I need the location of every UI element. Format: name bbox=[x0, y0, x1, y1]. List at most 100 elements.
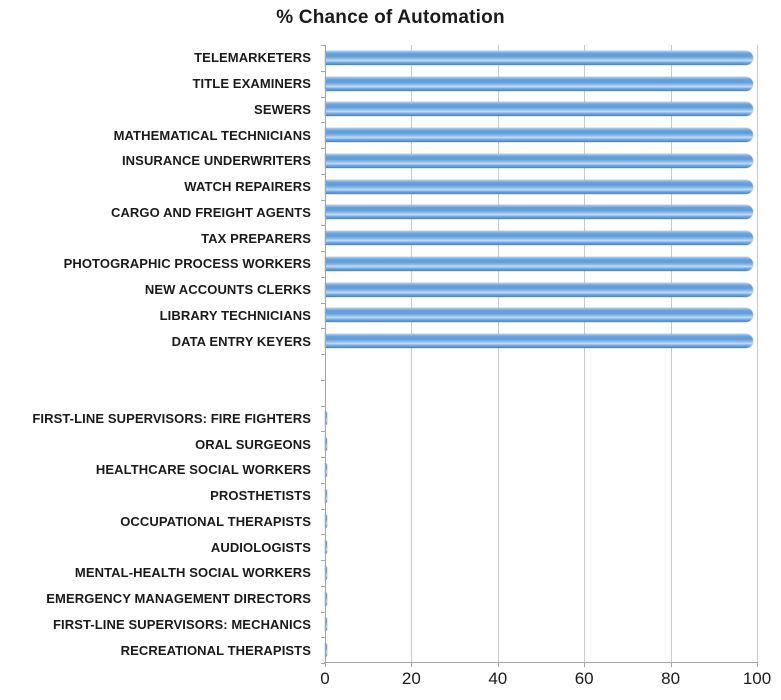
category-label: TELEMARKETERS bbox=[194, 50, 311, 66]
y-axis-tick bbox=[321, 406, 325, 407]
y-axis-tick bbox=[321, 354, 325, 355]
bar-watch-repairers bbox=[325, 179, 753, 194]
y-axis-tick bbox=[321, 560, 325, 561]
bar-row bbox=[325, 457, 757, 483]
bar-row bbox=[325, 251, 757, 277]
bar-occupational-therapists bbox=[325, 514, 327, 529]
category-label: PROSTHETISTS bbox=[210, 488, 311, 504]
y-axis-tick bbox=[321, 277, 325, 278]
bar-row bbox=[325, 303, 757, 329]
bar-row bbox=[325, 560, 757, 586]
bar-row bbox=[325, 406, 757, 432]
category-label: ORAL SURGEONS bbox=[195, 436, 311, 452]
category-label: MENTAL-HEALTH SOCIAL WORKERS bbox=[74, 565, 311, 581]
x-axis-line bbox=[324, 662, 758, 663]
bar-row bbox=[325, 637, 757, 663]
plot-area bbox=[321, 45, 758, 667]
category-label: FIRST-LINE SUPERVISORS: MECHANICS bbox=[52, 616, 311, 632]
y-axis-tick bbox=[321, 303, 325, 304]
y-axis-tick bbox=[321, 612, 325, 613]
category-label: EMERGENCY MANAGEMENT DIRECTORS bbox=[46, 591, 311, 607]
bar-healthcare-social-workers bbox=[325, 462, 327, 477]
gridline-20 bbox=[411, 45, 413, 663]
bar-row bbox=[325, 225, 757, 251]
gridline-100 bbox=[757, 45, 758, 663]
x-tick-label-80: 80 bbox=[661, 669, 681, 688]
category-label: DATA ENTRY KEYERS bbox=[171, 333, 311, 349]
category-label: FIRST-LINE SUPERVISORS: FIRE FIGHTERS bbox=[32, 410, 311, 426]
y-axis-tick bbox=[321, 457, 325, 458]
y-axis-tick bbox=[321, 122, 325, 123]
y-axis-tick bbox=[321, 380, 325, 381]
category-label: LIBRARY TECHNICIANS bbox=[159, 307, 311, 323]
bar-row bbox=[325, 174, 757, 200]
y-axis-tick bbox=[321, 534, 325, 535]
gridline-40 bbox=[497, 45, 499, 663]
y-axis-tick bbox=[321, 148, 325, 149]
bar-tax-preparers bbox=[325, 231, 753, 246]
bar-sewers bbox=[325, 102, 753, 117]
category-label: NEW ACCOUNTS CLERKS bbox=[144, 282, 311, 298]
bar-first-line-supervisors-fire-fighters bbox=[325, 411, 327, 426]
bar-mental-health-social-workers bbox=[325, 565, 327, 580]
category-label: OCCUPATIONAL THERAPISTS bbox=[120, 513, 311, 529]
bar-row bbox=[325, 483, 757, 509]
y-axis-tick bbox=[321, 663, 325, 664]
category-label: INSURANCE UNDERWRITERS bbox=[121, 153, 311, 169]
x-axis-tick-40 bbox=[497, 663, 499, 667]
bar-oral-surgeons bbox=[325, 437, 327, 452]
y-axis-tick bbox=[321, 586, 325, 587]
y-axis-tick bbox=[321, 174, 325, 175]
y-axis-tick bbox=[321, 200, 325, 201]
bar-row bbox=[325, 122, 757, 148]
category-label: TITLE EXAMINERS bbox=[192, 76, 311, 92]
x-tick-label-0: 0 bbox=[320, 669, 330, 688]
category-label: AUDIOLOGISTS bbox=[210, 539, 311, 555]
bar-row bbox=[325, 200, 757, 226]
category-label: RECREATIONAL THERAPISTS bbox=[120, 642, 311, 658]
bar-title-examiners bbox=[325, 76, 753, 91]
y-axis-tick bbox=[321, 483, 325, 484]
bar-row bbox=[325, 534, 757, 560]
bar-row bbox=[325, 148, 757, 174]
y-axis-line bbox=[325, 45, 326, 667]
bar-telemarketers bbox=[325, 50, 753, 65]
category-label: TAX PREPARERS bbox=[201, 230, 311, 246]
bar-row bbox=[325, 612, 757, 638]
category-label: SEWERS bbox=[254, 101, 311, 117]
x-axis-tick-60 bbox=[584, 663, 586, 667]
y-axis-tick bbox=[321, 509, 325, 510]
x-axis-tick-100 bbox=[757, 663, 758, 667]
y-axis-tick bbox=[321, 328, 325, 329]
bar-row bbox=[325, 586, 757, 612]
category-label: MATHEMATICAL TECHNICIANS bbox=[113, 127, 311, 143]
category-label: HEALTHCARE SOCIAL WORKERS bbox=[95, 462, 311, 478]
bar-row bbox=[325, 431, 757, 457]
y-axis-tick bbox=[321, 637, 325, 638]
gridline-60 bbox=[584, 45, 586, 663]
y-axis-tick bbox=[321, 225, 325, 226]
bar-row bbox=[325, 45, 757, 71]
bar-cargo-and-freight-agents bbox=[325, 205, 753, 220]
chart-title: % Chance of Automation bbox=[276, 7, 505, 28]
x-tick-label-20: 20 bbox=[401, 669, 421, 688]
gridline-80 bbox=[670, 45, 672, 663]
bar-audiologists bbox=[325, 540, 327, 555]
y-axis-tick bbox=[321, 251, 325, 252]
bar-insurance-underwriters bbox=[325, 153, 753, 168]
x-axis-tick-20 bbox=[411, 663, 413, 667]
bar-mathematical-technicians bbox=[325, 128, 753, 143]
bar-first-line-supervisors-mechanics bbox=[325, 617, 327, 632]
bar-new-accounts-clerks bbox=[325, 282, 753, 297]
category-label: CARGO AND FREIGHT AGENTS bbox=[110, 204, 311, 220]
category-label: WATCH REPAIRERS bbox=[184, 179, 311, 195]
bar-row bbox=[325, 71, 757, 97]
bar-data-entry-keyers bbox=[325, 334, 753, 349]
bar-recreational-therapists bbox=[325, 643, 327, 658]
bar-row bbox=[325, 277, 757, 303]
category-label: PHOTOGRAPHIC PROCESS WORKERS bbox=[63, 256, 311, 272]
bar-row bbox=[325, 328, 757, 354]
bar-library-technicians bbox=[325, 308, 753, 323]
bar-row bbox=[325, 509, 757, 535]
